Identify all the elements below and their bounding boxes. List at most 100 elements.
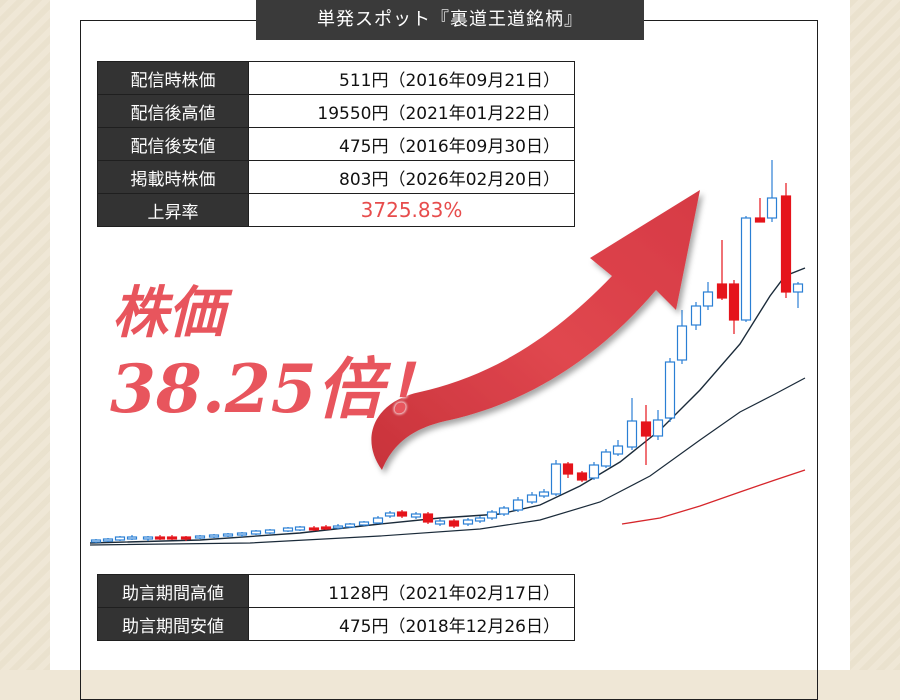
candlestick — [640, 405, 652, 465]
candlestick — [180, 536, 192, 541]
candlestick — [166, 535, 178, 540]
candle-body — [264, 529, 276, 534]
candlestick — [154, 535, 166, 540]
candle-body — [754, 217, 766, 223]
row-value: 511円（2016年09月21日） — [248, 61, 575, 95]
candle-body — [308, 527, 320, 531]
candlestick — [754, 198, 766, 223]
right-background-pattern — [850, 0, 900, 670]
candle-body — [396, 511, 408, 517]
candle-body — [588, 464, 600, 479]
candlestick — [766, 160, 778, 222]
table-row: 助言期間高値 1128円（2021年02月17日） — [97, 574, 575, 608]
candlestick — [372, 516, 384, 524]
candlestick — [384, 511, 396, 518]
candle-body — [652, 419, 664, 437]
candlestick — [702, 282, 714, 310]
candle-body — [600, 451, 612, 467]
candlestick — [676, 310, 688, 364]
candlestick — [576, 471, 588, 482]
candle-body — [716, 283, 728, 299]
candle-body — [766, 197, 778, 219]
candle-body — [126, 536, 138, 540]
table-row: 配信後安値 475円（2016年09月30日） — [97, 127, 575, 161]
candlestick — [320, 525, 332, 530]
row-label: 助言期間安値 — [97, 607, 249, 641]
candlestick — [664, 358, 676, 422]
candle-body — [664, 361, 676, 419]
candlestick — [422, 512, 434, 524]
row-label: 助言期間高値 — [97, 574, 249, 608]
moving-average-short — [89, 267, 806, 544]
row-value: 803円（2026年02月20日） — [248, 160, 575, 194]
rise-rate-value: 3725.83% — [248, 193, 575, 227]
candle-body — [626, 420, 638, 448]
candle-body — [526, 494, 538, 503]
candlestick — [588, 462, 600, 480]
row-value: 475円（2016年09月30日） — [248, 127, 575, 161]
table-row: 上昇率 3725.83% — [97, 193, 575, 227]
candle-body — [208, 534, 220, 538]
candle-body — [550, 463, 562, 495]
advisory-period-table: 助言期間高値 1128円（2021年02月17日） 助言期間安値 475円（20… — [97, 574, 575, 641]
candlestick — [236, 532, 248, 537]
candlestick — [612, 440, 624, 456]
row-value: 1128円（2021年02月17日） — [248, 574, 575, 608]
row-value: 475円（2018年12月26日） — [248, 607, 575, 641]
candle-body — [474, 517, 486, 522]
candlestick — [434, 519, 446, 526]
moving-average-mid — [89, 377, 806, 546]
candlestick — [396, 510, 408, 518]
row-label: 掲載時株価 — [97, 160, 249, 194]
candle-body — [142, 536, 154, 540]
candle-body — [498, 507, 510, 515]
candle-body — [320, 526, 332, 530]
table-row: 配信時株価 511円（2016年09月21日） — [97, 61, 575, 95]
candlestick — [308, 526, 320, 531]
candlestick — [498, 506, 510, 516]
headline-line2: 38.25倍！ — [110, 350, 449, 428]
candle-body — [180, 536, 192, 540]
row-value: 19550円（2021年01月22日） — [248, 94, 575, 128]
row-label: 配信後高値 — [97, 94, 249, 128]
candle-body — [702, 291, 714, 307]
candle-body — [102, 538, 114, 542]
table-row: 掲載時株価 803円（2026年02月20日） — [97, 160, 575, 194]
rising-arrow-body — [371, 190, 700, 470]
candle-body — [282, 527, 294, 532]
candle-body — [576, 472, 588, 481]
table-row: 配信後高値 19550円（2021年01月22日） — [97, 94, 575, 128]
candlestick — [90, 539, 102, 543]
rising-arrow — [371, 190, 700, 470]
candle-body — [250, 530, 262, 535]
candle-body — [690, 305, 702, 326]
candlestick — [526, 492, 538, 504]
candle-body — [640, 421, 652, 437]
candlestick — [222, 533, 234, 537]
candlestick — [358, 521, 370, 526]
candle-body — [448, 520, 460, 527]
moving-average-lines — [89, 267, 806, 546]
candlestick — [102, 538, 114, 542]
candle-body — [740, 217, 752, 321]
headline-line1: 株価 — [112, 280, 224, 346]
candlestick — [780, 183, 792, 298]
row-label: 配信時株価 — [97, 61, 249, 95]
stock-chart — [89, 160, 806, 546]
candlestick — [282, 527, 294, 532]
candle-body — [166, 536, 178, 540]
candle-body — [294, 526, 306, 531]
candle-body — [332, 525, 344, 529]
candlestick — [512, 497, 524, 512]
candlestick — [250, 530, 262, 535]
candle-body — [728, 283, 740, 321]
candle-body — [676, 325, 688, 361]
candlestick — [114, 536, 126, 541]
candle-body — [612, 445, 624, 455]
candle-body — [462, 519, 474, 525]
candlestick — [728, 280, 740, 334]
candle-body — [222, 533, 234, 537]
candle-body — [194, 535, 206, 539]
candlesticks — [90, 160, 804, 543]
candlestick — [142, 536, 154, 541]
